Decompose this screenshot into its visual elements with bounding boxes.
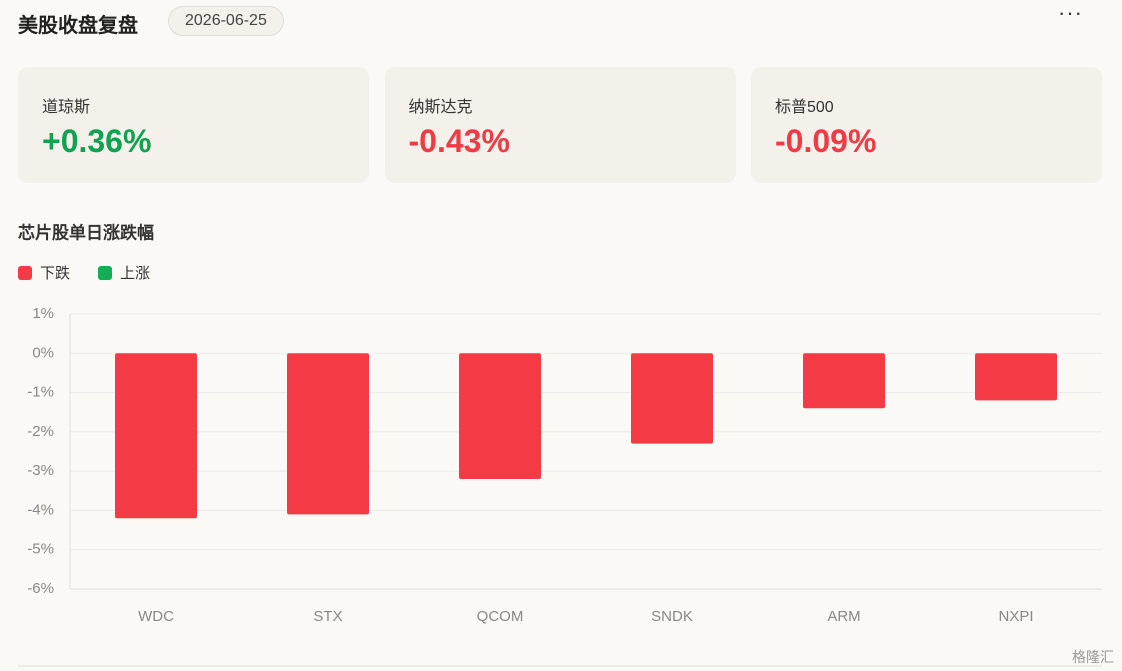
index-card: 道琼斯 +0.36% <box>18 67 369 183</box>
x-tick-label: STX <box>313 608 342 625</box>
legend-label: 下跌 <box>40 265 70 282</box>
x-tick-label: ARM <box>827 608 860 625</box>
bar <box>115 353 197 519</box>
chart-title: 芯片股单日涨跌幅 <box>18 222 154 242</box>
index-name: 标普500 <box>775 99 834 116</box>
index-name: 道琼斯 <box>42 99 91 116</box>
x-tick-label: SNDK <box>651 608 693 625</box>
x-tick-label: QCOM <box>477 608 524 625</box>
y-tick-label: 1% <box>32 305 54 322</box>
page-title: 美股收盘复盘 <box>18 15 138 37</box>
watermark: 格隆汇 <box>1072 649 1114 665</box>
bar <box>631 353 713 444</box>
y-tick-label: -3% <box>27 462 54 479</box>
legend-swatch <box>98 266 112 280</box>
legend-swatch <box>18 266 32 280</box>
index-change: +0.36% <box>42 123 152 159</box>
index-name: 纳斯达克 <box>408 99 473 116</box>
legend-label: 上涨 <box>120 265 150 282</box>
bar <box>287 353 369 515</box>
index-card: 纳斯达克 -0.43% <box>384 67 736 183</box>
bar <box>975 353 1057 401</box>
y-tick-label: -1% <box>27 384 54 401</box>
y-tick-label: -5% <box>27 541 54 558</box>
y-tick-label: -6% <box>27 580 54 597</box>
y-tick-label: -2% <box>27 423 54 440</box>
index-change: -0.43% <box>408 123 510 159</box>
y-tick-label: 0% <box>32 344 54 361</box>
more-menu[interactable]: ··· <box>1058 0 1083 25</box>
y-tick-label: -4% <box>27 501 54 518</box>
index-change: -0.09% <box>775 123 877 159</box>
x-tick-label: WDC <box>138 608 174 625</box>
bar <box>803 353 885 409</box>
index-card: 标普500 -0.09% <box>751 67 1102 183</box>
date-badge: 2026-06-25 <box>168 6 284 36</box>
x-tick-label: NXPI <box>998 608 1033 625</box>
bar <box>459 353 541 479</box>
